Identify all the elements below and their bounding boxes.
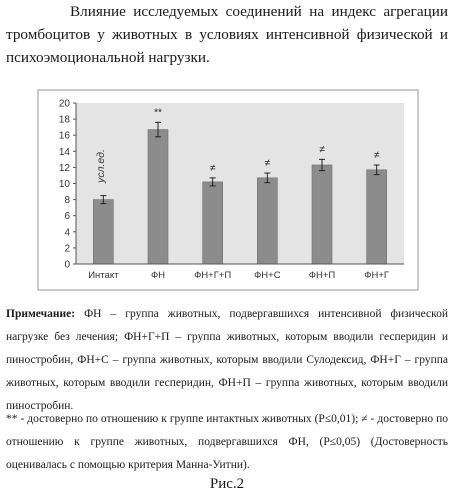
note-label: Примечание: [6, 308, 75, 320]
note-text: ФН – группа животных, подвергавшихся инт… [6, 308, 448, 412]
bar [312, 165, 332, 264]
x-tick-label: Интакт [88, 270, 119, 281]
y-tick-label: 14 [59, 147, 71, 158]
y-tick-label: 4 [64, 227, 70, 238]
significance-mark: ≠ [319, 144, 325, 155]
x-tick-label: ФН+П [309, 270, 336, 281]
bar [148, 130, 168, 264]
significance-mark: ≠ [374, 150, 380, 161]
x-tick-label: ФН+Г+П [194, 270, 231, 281]
bar [257, 178, 277, 264]
significance-text: ** - достоверно по отношению к группе ин… [6, 413, 448, 471]
plot-area [76, 103, 404, 264]
y-axis-label: усл.ед. [95, 149, 107, 184]
y-tick-label: 12 [59, 163, 71, 174]
bar [203, 182, 223, 264]
bar [367, 170, 387, 264]
y-tick-label: 2 [64, 243, 70, 254]
y-tick-label: 16 [59, 131, 71, 142]
bar-chart: 0 2 4 6 8 10 12 14 16 18 20 ** ≠ ≠ ≠ ≠ Интакт ФН ФН+Г+П Ф… [0, 0, 454, 300]
y-tick-label: 10 [59, 179, 71, 190]
y-tick-label: 18 [59, 115, 71, 126]
figure-label: Рис.2 [0, 476, 454, 493]
significance-mark: ** [154, 107, 162, 118]
note-paragraph: Примечание: ФН – группа животных, подвер… [6, 303, 448, 418]
significance-mark: ≠ [265, 158, 271, 169]
y-tick-label: 6 [64, 211, 70, 222]
x-tick-label: ФН+С [254, 270, 281, 281]
y-tick-label: 0 [64, 260, 70, 271]
x-tick-label: ФН [151, 270, 165, 281]
x-tick-label: ФН+Г [364, 270, 389, 281]
significance-paragraph: ** - достоверно по отношению к группе ин… [6, 408, 448, 477]
y-tick-label: 8 [64, 195, 70, 206]
significance-mark: ≠ [210, 163, 216, 174]
bar [93, 200, 113, 264]
y-tick-label: 20 [59, 99, 71, 110]
